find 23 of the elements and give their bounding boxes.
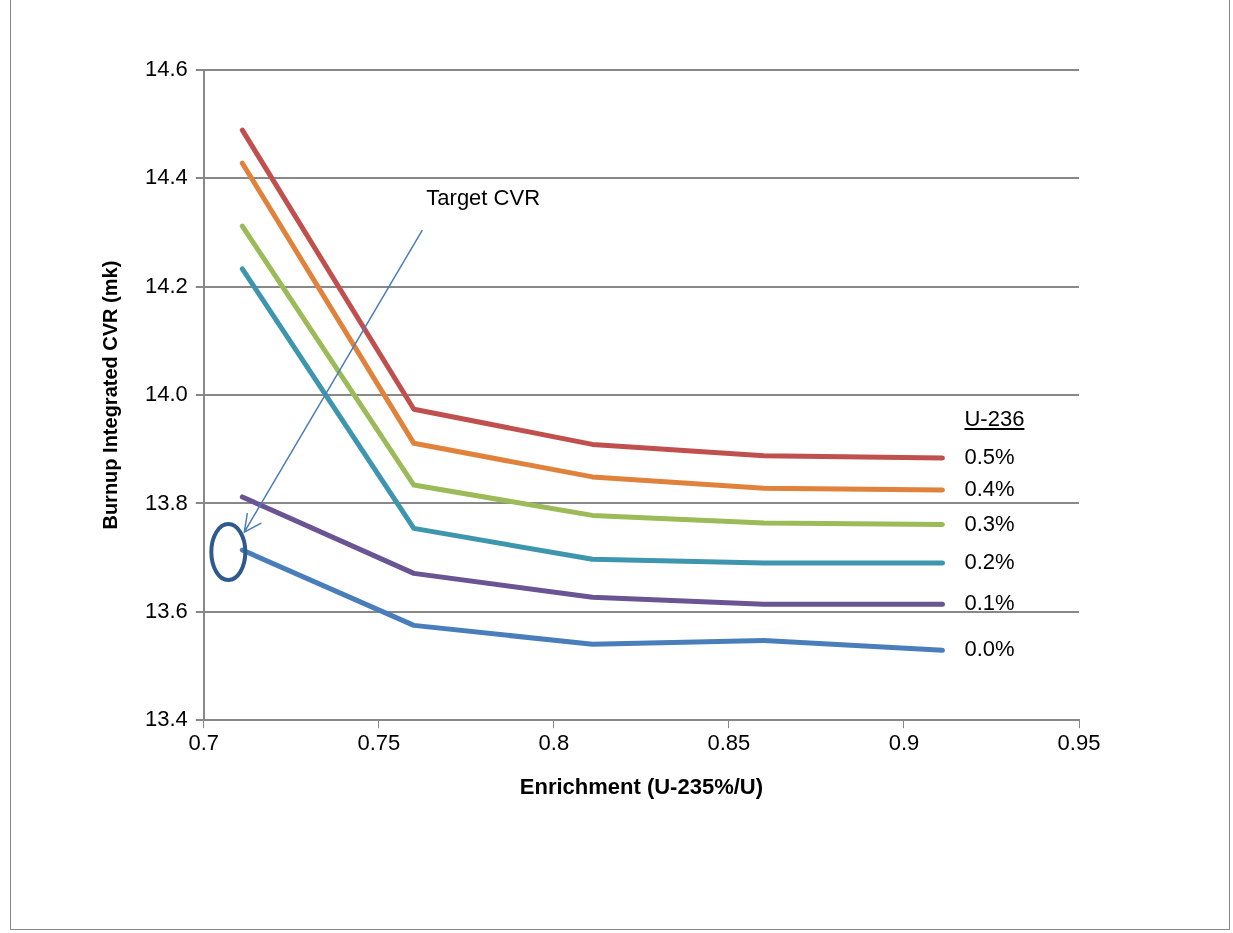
y-tick-label: 14.4 bbox=[144, 164, 188, 190]
y-tick-label: 13.4 bbox=[144, 706, 188, 732]
series-label: 0.5% bbox=[964, 444, 1015, 470]
y-tick-label: 13.6 bbox=[144, 597, 188, 623]
x-tick-label: 0.85 bbox=[707, 730, 751, 756]
series-label: 0.4% bbox=[964, 475, 1015, 501]
x-tick-label: 0.75 bbox=[357, 730, 401, 756]
x-tick-label: 0.9 bbox=[888, 730, 920, 756]
x-tick-label: 0.8 bbox=[538, 730, 570, 756]
y-axis-title: Burnup Integrated CVR (mk) bbox=[98, 260, 121, 530]
annotation: Target CVR bbox=[426, 185, 541, 211]
y-tick-label: 14.0 bbox=[144, 381, 188, 407]
x-axis-title: Enrichment (U-235%/U) bbox=[519, 773, 764, 799]
y-tick-label: 13.8 bbox=[144, 489, 188, 515]
series-label: 0.0% bbox=[964, 636, 1015, 662]
x-tick-label: 0.7 bbox=[188, 730, 220, 756]
y-tick-label: 14.2 bbox=[144, 272, 188, 298]
series-label: 0.3% bbox=[964, 510, 1015, 536]
legend-title: U-236 bbox=[964, 405, 1025, 432]
series-label: 0.1% bbox=[964, 590, 1015, 616]
series-label: 0.2% bbox=[964, 549, 1015, 575]
x-tick-label: 0.95 bbox=[1057, 730, 1101, 756]
y-tick-label: 14.6 bbox=[144, 56, 188, 82]
